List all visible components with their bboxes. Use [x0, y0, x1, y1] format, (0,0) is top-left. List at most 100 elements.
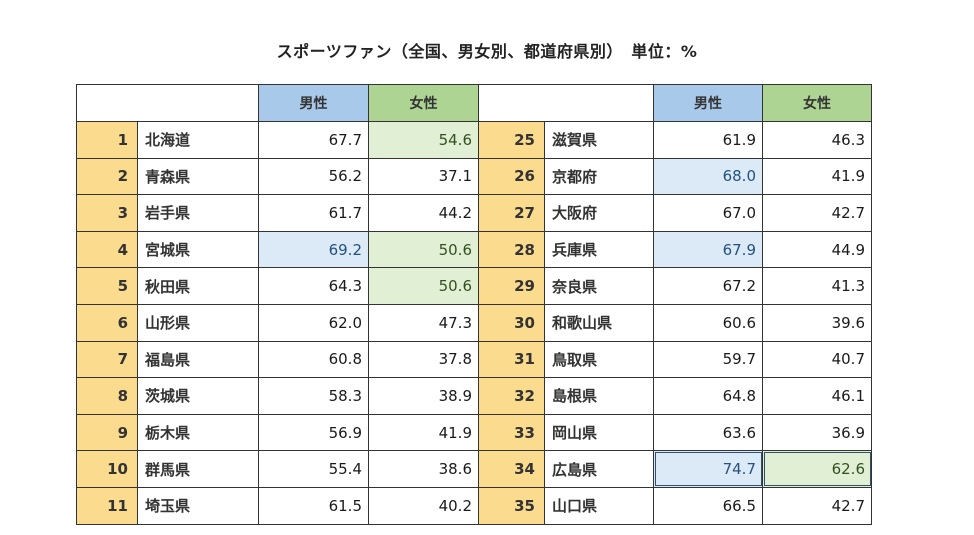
- male-value: 61.5: [258, 486, 369, 525]
- male-value: 61.9: [653, 121, 763, 159]
- prefecture-name: 青森県: [137, 157, 259, 196]
- header-male-right: 男性: [653, 84, 763, 122]
- male-value: 59.7: [653, 340, 763, 379]
- prefecture-name: 福島県: [137, 340, 259, 379]
- female-value: 37.1: [368, 157, 479, 196]
- male-value: 67.7: [258, 121, 369, 159]
- prefecture-name: 奈良県: [544, 267, 654, 305]
- female-value: 41.9: [368, 413, 479, 452]
- rank-number: 33: [478, 413, 545, 452]
- female-value: 42.7: [762, 486, 872, 525]
- female-value: 38.9: [368, 377, 479, 415]
- male-value: 64.8: [653, 377, 763, 415]
- prefecture-name: 北海道: [137, 121, 259, 159]
- header-blank-left: [76, 84, 259, 122]
- prefecture-name: 兵庫県: [544, 230, 654, 269]
- female-value: 36.9: [762, 413, 872, 452]
- prefecture-name: 京都府: [544, 157, 654, 196]
- rank-number: 27: [478, 194, 545, 232]
- male-value: 58.3: [258, 377, 369, 415]
- rank-number: 10: [76, 450, 138, 488]
- rank-number: 8: [76, 377, 138, 415]
- rank-number: 29: [478, 267, 545, 305]
- rank-number: 1: [76, 121, 138, 159]
- female-value: 50.6: [368, 267, 479, 305]
- female-value: 42.7: [762, 194, 872, 232]
- prefecture-name: 和歌山県: [544, 303, 654, 342]
- prefecture-name: 広島県: [544, 450, 654, 488]
- rank-number: 4: [76, 230, 138, 269]
- prefecture-name: 埼玉県: [137, 486, 259, 525]
- table-row: 3 岩手県 61.7 44.2 27 大阪府 67.0 42.7: [76, 194, 872, 232]
- table-row: 6 山形県 62.0 47.3 30 和歌山県 60.6 39.6: [76, 303, 872, 342]
- prefecture-sports-fan-table: 男性 女性 男性 女性 1 北海道 67.7 54.6 25 滋賀県 61.9 46.3 2 青森…: [76, 84, 872, 525]
- male-value: 55.4: [258, 450, 369, 488]
- table-row: 5 秋田県 64.3 50.6 29 奈良県 67.2 41.3: [76, 267, 872, 305]
- table-header-row: 男性 女性 男性 女性: [76, 84, 872, 122]
- female-value: 46.3: [762, 121, 872, 159]
- female-value: 40.2: [368, 486, 479, 525]
- table-row: 7 福島県 60.8 37.8 31 鳥取県 59.7 40.7: [76, 340, 872, 379]
- prefecture-name: 岡山県: [544, 413, 654, 452]
- male-value: 61.7: [258, 194, 369, 232]
- prefecture-name: 栃木県: [137, 413, 259, 452]
- table-row: 10 群馬県 55.4 38.6 34 広島県 74.7 62.6: [76, 450, 872, 488]
- female-value: 62.6: [762, 450, 872, 488]
- male-value: 56.9: [258, 413, 369, 452]
- male-value: 67.2: [653, 267, 763, 305]
- header-male-left: 男性: [258, 84, 369, 122]
- header-female-right: 女性: [762, 84, 872, 122]
- header-blank-right: [478, 84, 654, 122]
- rank-number: 35: [478, 486, 545, 525]
- prefecture-name: 岩手県: [137, 194, 259, 232]
- male-value: 67.0: [653, 194, 763, 232]
- prefecture-name: 茨城県: [137, 377, 259, 415]
- table-row: 4 宮城県 69.2 50.6 28 兵庫県 67.9 44.9: [76, 230, 872, 269]
- female-value: 41.9: [762, 157, 872, 196]
- table-row: 1 北海道 67.7 54.6 25 滋賀県 61.9 46.3: [76, 121, 872, 159]
- prefecture-name: 大阪府: [544, 194, 654, 232]
- page-title: スポーツファン（全国、男女別、都道府県別） 単位：%: [276, 42, 698, 61]
- rank-number: 30: [478, 303, 545, 342]
- rank-number: 32: [478, 377, 545, 415]
- header-female-left: 女性: [368, 84, 479, 122]
- prefecture-name: 山形県: [137, 303, 259, 342]
- female-value: 38.6: [368, 450, 479, 488]
- rank-number: 26: [478, 157, 545, 196]
- prefecture-name: 宮城県: [137, 230, 259, 269]
- table-row: 8 茨城県 58.3 38.9 32 島根県 64.8 46.1: [76, 377, 872, 415]
- female-value: 47.3: [368, 303, 479, 342]
- rank-number: 28: [478, 230, 545, 269]
- rank-number: 9: [76, 413, 138, 452]
- male-value: 60.6: [653, 303, 763, 342]
- table-row: 2 青森県 56.2 37.1 26 京都府 68.0 41.9: [76, 157, 872, 196]
- male-value: 67.9: [653, 230, 763, 269]
- rank-number: 6: [76, 303, 138, 342]
- prefecture-name: 滋賀県: [544, 121, 654, 159]
- female-value: 41.3: [762, 267, 872, 305]
- prefecture-name: 鳥取県: [544, 340, 654, 379]
- male-value: 62.0: [258, 303, 369, 342]
- female-value: 37.8: [368, 340, 479, 379]
- rank-number: 25: [478, 121, 545, 159]
- female-value: 39.6: [762, 303, 872, 342]
- male-value: 69.2: [258, 230, 369, 269]
- male-value: 56.2: [258, 157, 369, 196]
- male-value: 64.3: [258, 267, 369, 305]
- female-value: 46.1: [762, 377, 872, 415]
- prefecture-name: 群馬県: [137, 450, 259, 488]
- male-value: 74.7: [653, 450, 763, 488]
- prefecture-name: 山口県: [544, 486, 654, 525]
- prefecture-name: 秋田県: [137, 267, 259, 305]
- rank-number: 31: [478, 340, 545, 379]
- female-value: 50.6: [368, 230, 479, 269]
- prefecture-name: 島根県: [544, 377, 654, 415]
- female-value: 54.6: [368, 121, 479, 159]
- rank-number: 11: [76, 486, 138, 525]
- male-value: 66.5: [653, 486, 763, 525]
- rank-number: 2: [76, 157, 138, 196]
- table-row: 11 埼玉県 61.5 40.2 35 山口県 66.5 42.7: [76, 486, 872, 525]
- rank-number: 3: [76, 194, 138, 232]
- rank-number: 5: [76, 267, 138, 305]
- female-value: 44.9: [762, 230, 872, 269]
